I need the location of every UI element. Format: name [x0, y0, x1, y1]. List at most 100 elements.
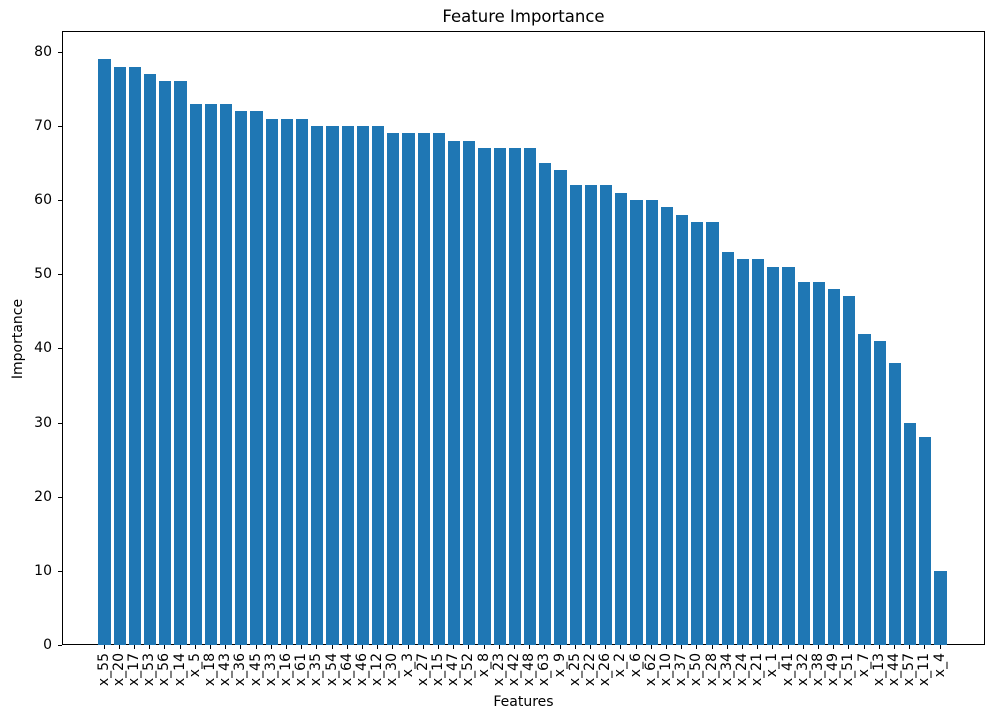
- x-tick-label: x_28: [703, 653, 720, 687]
- bar-x_62: [645, 200, 658, 645]
- y-tick-label: 20: [34, 488, 52, 505]
- x-tick-label: x_21: [749, 653, 766, 687]
- x-tick-label: x_35: [308, 653, 325, 687]
- y-tick-mark: [58, 422, 62, 424]
- bar-x_30: [387, 133, 400, 645]
- x-tick-label: x_22: [581, 653, 598, 687]
- bar-x_38: [812, 281, 826, 645]
- y-tick-label: 10: [34, 562, 52, 579]
- x-tick-label: x_34: [718, 653, 735, 687]
- bar-x_37: [675, 214, 689, 645]
- x-tick-mark: [741, 645, 743, 649]
- x-tick-label: x_23: [490, 653, 507, 687]
- x-tick-mark: [711, 645, 713, 649]
- x-tick-label: x_26: [597, 653, 614, 687]
- x-tick-label: x_30: [384, 653, 401, 687]
- y-tick-label: 60: [34, 192, 52, 209]
- x-tick-mark: [544, 645, 546, 649]
- y-tick-mark: [58, 51, 62, 53]
- bar-x_25: [569, 185, 582, 645]
- x-tick-mark: [392, 645, 394, 649]
- bar-x_26: [599, 185, 613, 645]
- x-tick-label: x_24: [733, 653, 750, 687]
- x-tick-mark: [605, 645, 607, 649]
- x-tick-label: x_27: [414, 653, 431, 687]
- x-tick-mark: [209, 645, 211, 649]
- x-tick-mark: [529, 645, 531, 649]
- x-tick-label: x_61: [293, 653, 310, 687]
- x-tick-label: x_4: [931, 653, 948, 678]
- chart-title: Feature Importance: [442, 7, 605, 26]
- x-tick-mark: [407, 645, 409, 649]
- bar-x_57: [903, 422, 917, 645]
- x-tick-label: x_14: [171, 653, 188, 687]
- y-tick-mark: [58, 200, 62, 202]
- bar-x_53: [143, 74, 157, 645]
- x-tick-label: x_36: [232, 653, 249, 687]
- x-tick-label: x_5: [186, 653, 203, 678]
- x-tick-mark: [377, 645, 379, 649]
- bar-x_8: [478, 148, 491, 645]
- x-tick-label: x_25: [566, 653, 583, 687]
- bar-x_50: [691, 222, 704, 645]
- y-tick-label: 50: [34, 266, 52, 283]
- plot-area: [62, 31, 985, 645]
- x-tick-mark: [909, 645, 911, 649]
- x-tick-label: x_37: [673, 653, 690, 687]
- x-tick-mark: [513, 645, 515, 649]
- x-tick-label: x_9: [551, 653, 568, 678]
- bar-x_21: [751, 259, 765, 645]
- x-tick-mark: [559, 645, 561, 649]
- bar-x_6: [630, 200, 643, 645]
- bar-x_5: [189, 103, 202, 645]
- x-tick-label: x_11: [916, 653, 933, 687]
- bar-x_41: [782, 266, 795, 645]
- bar-x_43: [219, 103, 233, 645]
- bar-x_18: [204, 103, 218, 645]
- bar-x_20: [113, 66, 126, 645]
- x-tick-label: x_20: [110, 653, 127, 687]
- x-tick-mark: [833, 645, 835, 649]
- x-tick-mark: [437, 645, 439, 649]
- bar-x_55: [98, 59, 111, 645]
- x-tick-mark: [787, 645, 789, 649]
- x-tick-mark: [331, 645, 333, 649]
- x-tick-label: x_44: [885, 653, 902, 687]
- x-tick-label: x_50: [688, 653, 705, 687]
- bar-x_7: [858, 333, 871, 645]
- y-tick-label: 0: [43, 637, 52, 653]
- x-tick-mark: [103, 645, 105, 649]
- x-tick-mark: [696, 645, 698, 649]
- x-tick-mark: [301, 645, 303, 649]
- x-tick-label: x_52: [460, 653, 477, 687]
- x-tick-label: x_54: [323, 653, 340, 687]
- x-tick-mark: [878, 645, 880, 649]
- x-tick-mark: [453, 645, 455, 649]
- x-tick-mark: [179, 645, 181, 649]
- x-tick-label: x_3: [399, 653, 416, 678]
- x-tick-label: x_18: [201, 653, 218, 687]
- x-tick-label: x_56: [156, 653, 173, 687]
- y-tick-label: 70: [34, 117, 52, 134]
- x-tick-mark: [316, 645, 318, 649]
- x-tick-mark: [422, 645, 424, 649]
- bar-x_44: [888, 363, 902, 645]
- x-tick-label: x_47: [445, 653, 462, 687]
- x-tick-label: x_32: [794, 653, 811, 687]
- bar-x_63: [539, 162, 552, 645]
- x-tick-label: x_7: [855, 653, 872, 678]
- y-tick-mark: [58, 570, 62, 572]
- bar-x_1: [767, 266, 780, 645]
- bar-x_61: [295, 118, 309, 645]
- x-tick-label: x_48: [521, 653, 538, 687]
- x-tick-mark: [133, 645, 135, 649]
- bar-x_36: [235, 111, 248, 645]
- x-tick-mark: [620, 645, 622, 649]
- x-tick-label: x_33: [262, 653, 279, 687]
- x-tick-mark: [802, 645, 804, 649]
- x-tick-mark: [361, 645, 363, 649]
- x-tick-mark: [225, 645, 227, 649]
- bar-x_15: [432, 133, 446, 645]
- x-tick-label: x_43: [217, 653, 234, 687]
